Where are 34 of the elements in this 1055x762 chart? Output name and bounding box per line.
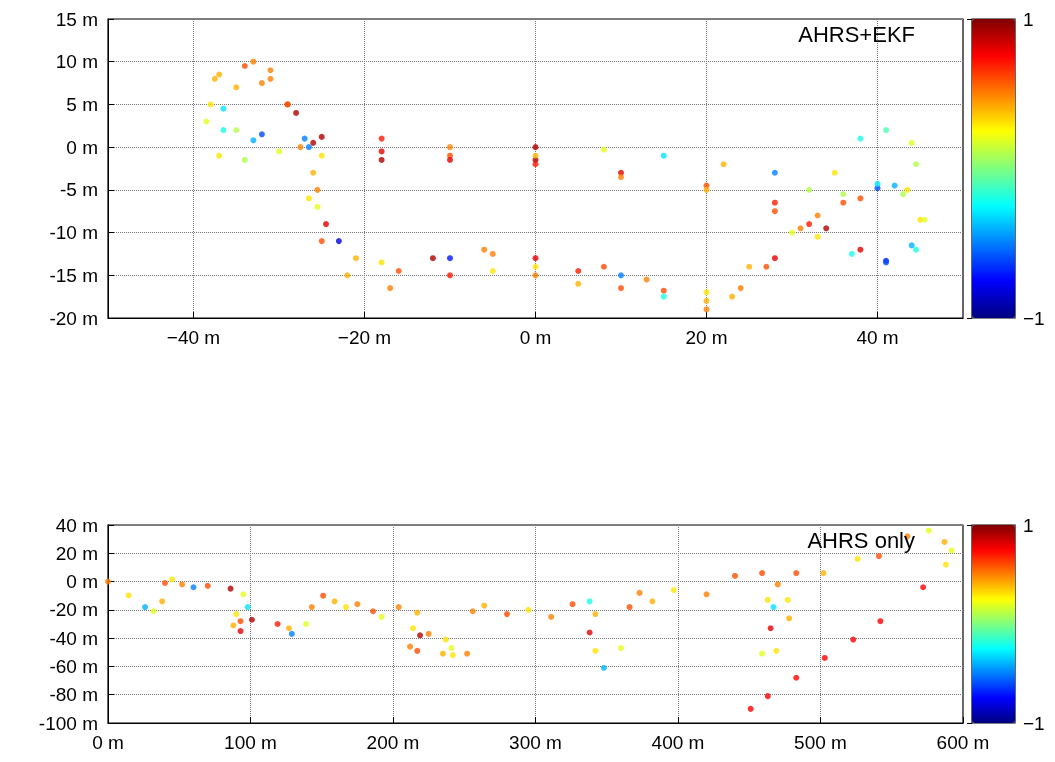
x-tick-label: 0 m xyxy=(92,732,124,753)
x-tick-label: 600 m xyxy=(936,732,990,753)
x-tick-label: −20 m xyxy=(337,327,392,348)
y-tick-label: -20 m xyxy=(49,599,98,621)
color-bar-label: 1 xyxy=(1023,8,1034,30)
y-tick-label: -15 m xyxy=(49,264,98,286)
series-label: AHRS only xyxy=(807,527,915,553)
y-tick-label: -20 m xyxy=(49,307,98,329)
y-tick-label: -5 m xyxy=(60,179,98,201)
y-tick-label: 0 m xyxy=(66,136,98,158)
color-bar-label: −1 xyxy=(1023,712,1045,734)
y-tick-label: 10 m xyxy=(55,51,98,73)
y-tick-label: 0 m xyxy=(66,571,98,593)
y-tick-label: 5 m xyxy=(66,93,98,115)
y-tick-label: 20 m xyxy=(55,542,98,564)
color-bar-label: 1 xyxy=(1023,514,1034,536)
y-tick-label: -40 m xyxy=(49,627,98,649)
text: AHRS+EKF xyxy=(798,21,915,47)
x-tick-label: 300 m xyxy=(509,732,562,753)
y-tick-label: -100 m xyxy=(38,712,98,734)
x-tick-label: 40 m xyxy=(856,327,899,348)
x-tick-label: 20 m xyxy=(685,327,728,348)
y-tick-label: -10 m xyxy=(49,222,98,244)
x-tick-label: 0 m xyxy=(519,327,552,348)
x-tick-label: 100 m xyxy=(224,732,277,753)
x-tick-label: −40 m xyxy=(166,327,221,348)
y-tick-label: -60 m xyxy=(49,655,98,677)
x-tick-label: 200 m xyxy=(366,732,420,753)
y-tick-label: -80 m xyxy=(49,684,98,706)
y-tick-label: 40 m xyxy=(55,514,98,536)
y-tick-label: 15 m xyxy=(55,8,98,30)
x-tick-label: 500 m xyxy=(794,732,847,753)
x-tick-label: 400 m xyxy=(651,732,705,753)
color-bar-label: −1 xyxy=(1023,307,1045,329)
